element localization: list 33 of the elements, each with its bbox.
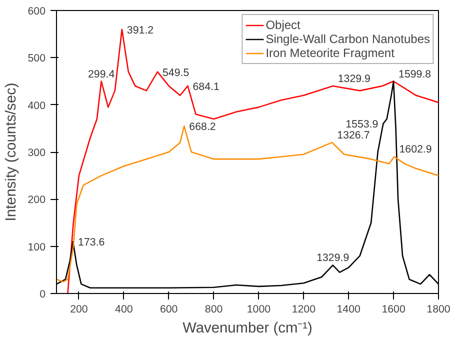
annotation: 1553.9 bbox=[346, 118, 378, 131]
annotation: 173.6 bbox=[78, 236, 105, 249]
annotation: 1326.7 bbox=[337, 130, 370, 142]
annotation: 299.4 bbox=[88, 68, 115, 80]
annotation: 1599.8 bbox=[398, 68, 432, 80]
x-tick-label: 1000 bbox=[246, 304, 271, 316]
y-tick-label: 100 bbox=[28, 241, 46, 254]
annotation: 684.1 bbox=[192, 80, 220, 93]
annotation: 668.2 bbox=[189, 121, 216, 134]
x-tick-label: 1400 bbox=[336, 304, 361, 316]
legend-label: Iron Meteorite Fragment bbox=[266, 46, 394, 60]
x-tick-label: 1600 bbox=[382, 304, 406, 316]
annotation: 391.2 bbox=[126, 24, 154, 36]
x-tick-label: 400 bbox=[115, 304, 133, 316]
annotation: 1329.9 bbox=[338, 72, 371, 85]
y-axis-title: Intensity (counts/sec) bbox=[4, 82, 20, 222]
x-tick-label: 1200 bbox=[292, 304, 316, 316]
annotation: 1602.9 bbox=[399, 144, 432, 156]
y-tick-label: 300 bbox=[28, 147, 46, 159]
annotation: 549.5 bbox=[162, 66, 190, 79]
y-tick-label: 600 bbox=[28, 6, 46, 18]
x-axis-title: Wavenumber (cm⁻¹) bbox=[182, 320, 312, 336]
y-tick-label: 400 bbox=[28, 100, 46, 112]
y-tick-label: 0 bbox=[40, 288, 46, 300]
y-tick-label: 200 bbox=[28, 194, 46, 206]
legend-label: Object bbox=[266, 18, 300, 32]
x-tick-label: 200 bbox=[70, 304, 88, 316]
x-tick-label: 600 bbox=[160, 304, 178, 316]
x-tick-label: 800 bbox=[204, 304, 223, 316]
x-tick-label: 1800 bbox=[426, 304, 450, 316]
y-tick-label: 500 bbox=[28, 52, 46, 65]
annotation: 1329.9 bbox=[316, 252, 350, 264]
legend-label: Single-Wall Carbon Nanotubes bbox=[266, 32, 430, 46]
